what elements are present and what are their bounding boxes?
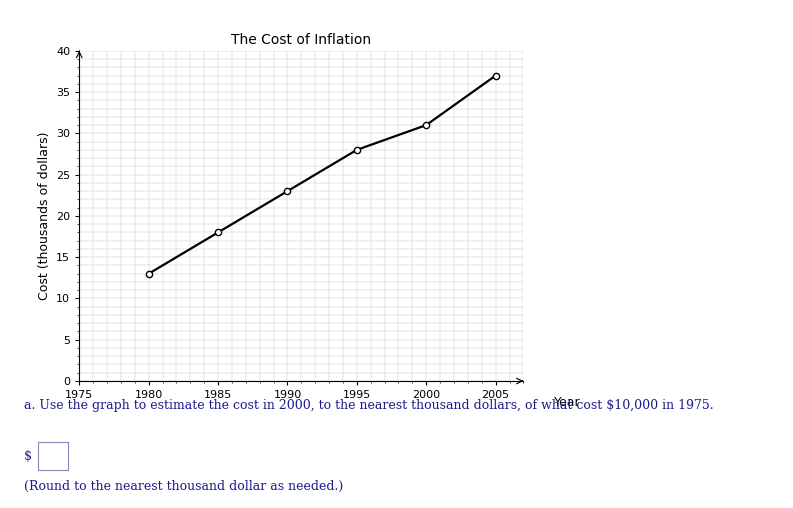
Y-axis label: Cost (thousands of dollars): Cost (thousands of dollars) — [37, 132, 51, 300]
Text: a. Use the graph to estimate the cost in 2000, to the nearest thousand dollars, : a. Use the graph to estimate the cost in… — [24, 399, 714, 412]
Text: (Round to the nearest thousand dollar as needed.): (Round to the nearest thousand dollar as… — [24, 480, 343, 493]
Title: The Cost of Inflation: The Cost of Inflation — [232, 33, 371, 47]
Text: Year: Year — [554, 396, 581, 409]
Text: $: $ — [24, 450, 32, 463]
